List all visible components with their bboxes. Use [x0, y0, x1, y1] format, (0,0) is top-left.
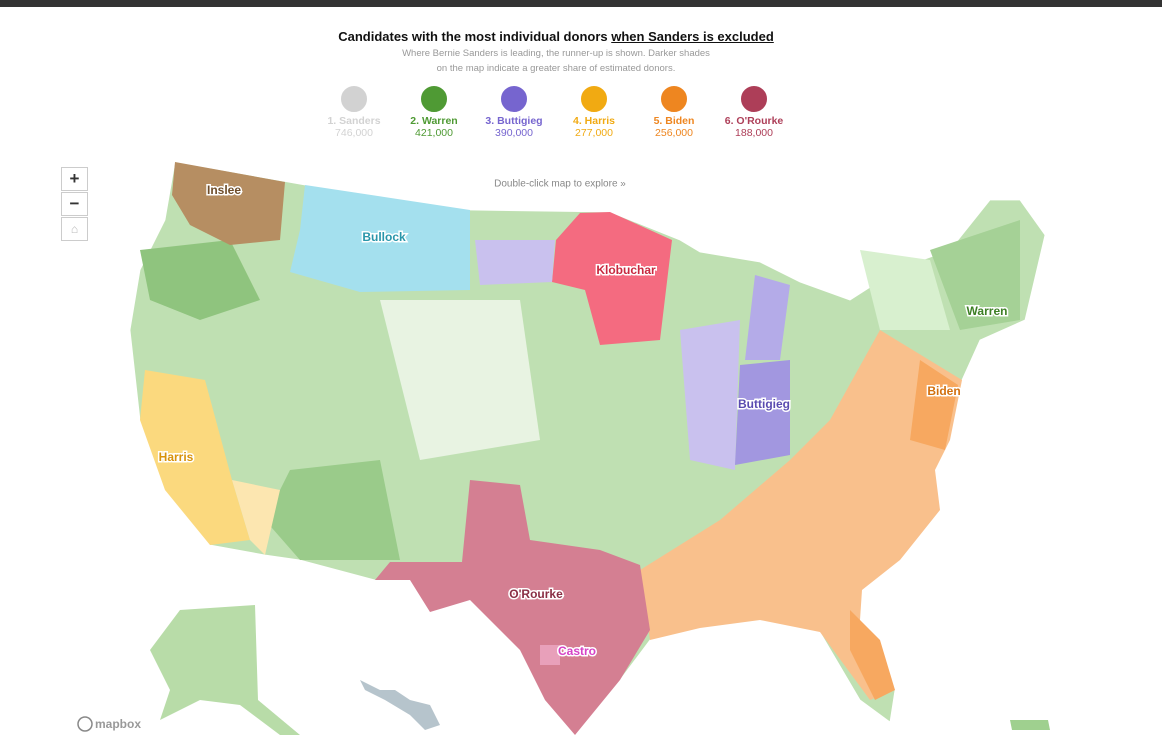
region	[640, 330, 962, 700]
candidate-avatar	[661, 86, 687, 112]
map-label: Klobuchar	[596, 263, 656, 277]
candidate-donors: 421,000	[415, 127, 453, 139]
candidate-donors: 188,000	[735, 127, 773, 139]
region	[375, 480, 650, 735]
subtitle: on the map indicate a greater share of e…	[436, 63, 676, 74]
candidate-donors: 746,000	[335, 127, 373, 139]
puerto-rico	[1010, 720, 1050, 730]
top-bar	[0, 0, 1162, 7]
region	[540, 645, 560, 665]
map-label: Buttigieg	[738, 397, 790, 411]
region	[172, 162, 285, 245]
title-link[interactable]: when Sanders is excluded	[611, 29, 774, 44]
region	[850, 610, 895, 700]
zoom-out[interactable]: −	[61, 192, 88, 216]
region	[680, 320, 740, 470]
candidate: 6. O'Rourke 188,000	[714, 86, 794, 139]
map-label: O'Rourke	[509, 587, 563, 601]
candidate-label: 4. Harris	[572, 115, 616, 127]
map-label: Harris	[159, 450, 194, 464]
map-label: Warren	[967, 304, 1008, 318]
attribution[interactable]: mapbox	[95, 717, 141, 731]
title: Candidates with the most individual dono…	[0, 29, 1112, 44]
region	[380, 300, 540, 460]
candidate-avatar	[421, 86, 447, 112]
region	[735, 360, 790, 465]
candidate: 3. Buttigieg 390,000	[474, 86, 554, 139]
region	[232, 480, 280, 555]
candidate-avatar	[581, 86, 607, 112]
candidate-avatar	[501, 86, 527, 112]
region	[290, 185, 470, 292]
candidate: 2. Warren 421,000	[394, 86, 474, 139]
candidate-donors: 256,000	[655, 127, 693, 139]
mapbox-logo	[77, 716, 93, 732]
candidate-avatar	[741, 86, 767, 112]
map: Inslee Bullock Klobuchar Warren Biden Bu…	[77, 161, 1050, 736]
map-label: Biden	[927, 384, 960, 398]
candidate-label: 3. Buttigieg	[485, 115, 543, 127]
candidate-label: 2. Warren	[410, 115, 458, 127]
candidate: 4. Harris 277,000	[554, 86, 634, 139]
region	[140, 370, 250, 545]
candidate-avatar	[341, 86, 367, 112]
candidate: 5. Biden 256,000	[634, 86, 714, 139]
title-text: Candidates with the most individual dono…	[338, 29, 612, 44]
region	[265, 460, 400, 560]
map-hint: Double-click map to explore »	[494, 179, 626, 190]
map-label: Inslee	[207, 183, 241, 197]
region	[930, 220, 1020, 330]
candidate-label: 1. Sanders	[327, 115, 381, 127]
map-label: Castro	[558, 644, 596, 658]
region	[140, 240, 260, 320]
candidate-donors: 390,000	[495, 127, 533, 139]
home-button[interactable]: ⌂	[61, 217, 88, 241]
map-label: Bullock	[362, 230, 406, 244]
subtitle: Where Bernie Sanders is leading, the run…	[402, 48, 710, 59]
candidate-donors: 277,000	[575, 127, 613, 139]
hawaii	[360, 680, 440, 730]
region	[745, 275, 790, 360]
alaska	[150, 605, 300, 735]
zoom-in[interactable]: +	[61, 167, 88, 191]
candidate-label: 6. O'Rourke	[724, 115, 784, 127]
region	[475, 240, 555, 285]
candidate: 1. Sanders 746,000	[314, 86, 394, 139]
candidate-label: 5. Biden	[653, 115, 695, 127]
region	[552, 212, 672, 345]
candidate-list: 1. Sanders 746,000 2. Warren 421,000 3. Butt…	[314, 86, 794, 152]
region	[910, 360, 958, 450]
region	[860, 250, 950, 330]
